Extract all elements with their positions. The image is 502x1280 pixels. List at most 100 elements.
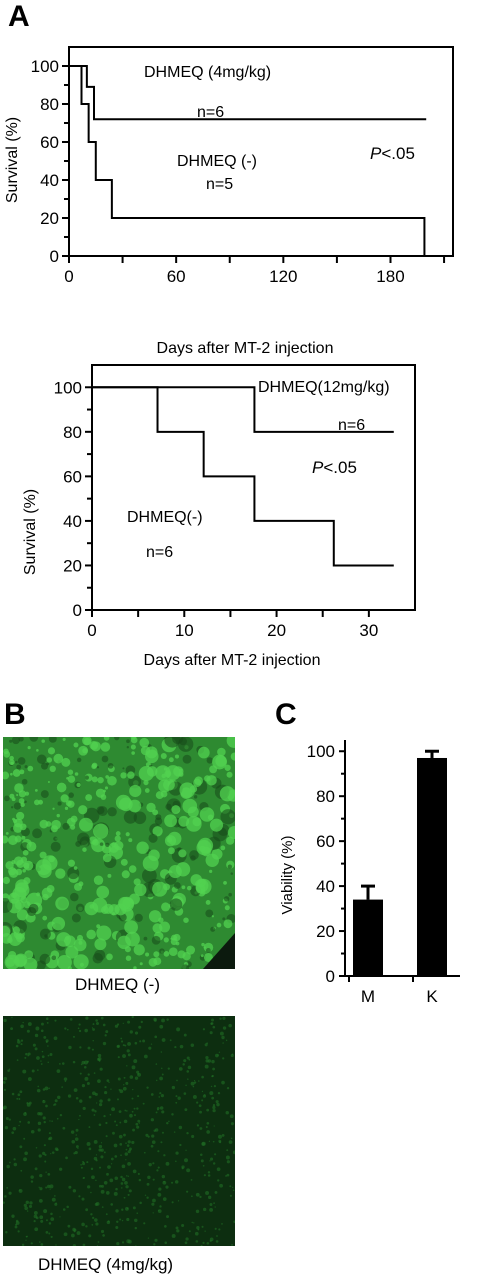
cell-spot [6,1187,9,1189]
cell-spot [81,1084,86,1088]
cell-spot [86,929,97,940]
cell-spot [128,838,133,843]
cell-spot [26,892,43,909]
cell-spot [64,1080,67,1083]
cell-spot [181,1223,185,1228]
cell-spot [40,1063,43,1065]
cell-spot [17,1093,21,1097]
cell-spot [184,1108,188,1112]
cell-spot [133,966,137,969]
cell-spot [53,836,58,841]
y-tick-label: 100 [307,742,335,761]
cell-spot [15,868,23,876]
cell-spot [146,1182,150,1186]
cell-spot [49,765,56,773]
cell-spot [63,1077,68,1081]
cell-spot [57,1095,61,1100]
cell-spot [55,868,66,879]
cell-spot [51,1197,56,1202]
cell-spot [169,1039,172,1042]
cell-spot [29,1201,33,1205]
cell-spot [59,1113,63,1117]
cell-spot [105,842,110,848]
cell-spot [86,1142,91,1146]
cell-spot [42,1116,46,1120]
cell-spot [175,1226,179,1230]
cell-spot [26,841,37,852]
cell-spot [75,1096,79,1100]
cell-spot [24,1056,27,1059]
cell-spot [223,896,230,902]
cell-spot [104,1085,107,1089]
cell-spot [116,1241,120,1246]
cell-spot [228,892,232,897]
cell-spot [229,1114,234,1119]
cell-spot [204,1230,206,1232]
cell-spot [33,1210,38,1215]
cell-spot [155,1063,158,1065]
cell-spot [146,1086,149,1089]
cell-spot [123,1133,126,1137]
cell-spot [78,1023,81,1026]
dark-corner [203,933,235,969]
cell-spot [133,878,141,886]
cell-spot [5,1116,9,1120]
cell-spot [3,1080,6,1084]
cell-spot [151,1202,155,1206]
cell-spot [126,1217,130,1222]
cell-spot [211,1059,215,1064]
y-tick-label: 20 [40,209,59,228]
cell-spot [189,785,198,793]
cell-spot [178,1067,183,1071]
cell-spot [78,745,89,756]
cell-spot [153,1019,157,1022]
cell-spot [76,1231,81,1235]
cell-spot [75,1128,79,1132]
cell-spot [169,898,183,911]
cell-spot [27,765,34,772]
cell-spot [131,1016,134,1019]
cell-spot [91,763,97,770]
cell-spot [70,824,76,830]
cell-spot [78,1118,80,1121]
cell-spot [38,1154,42,1158]
cell-spot [175,1160,177,1163]
cell-spot [226,1160,230,1164]
cell-spot [168,865,182,879]
cell-spot [121,1208,124,1211]
cell-spot [216,922,222,928]
cell-spot [22,849,29,856]
x-axis-label: Days after MT-2 injection [144,652,321,669]
cell-spot [52,807,55,810]
cell-spot [19,769,25,775]
cell-spot [122,1044,125,1047]
y-tick-label: 40 [316,877,335,896]
cell-spot [216,1235,218,1237]
cell-spot [91,776,98,783]
cell-spot [177,1096,181,1100]
cell-spot [9,1068,11,1070]
cell-spot [64,936,70,941]
cell-spot [30,1242,33,1245]
cell-spot [8,1191,12,1195]
cell-spot [155,814,162,821]
cell-spot [50,1153,52,1155]
cell-spot [115,1226,119,1230]
x-tick-label: K [426,987,438,1006]
cell-spot [84,775,89,780]
cell-spot [215,1053,219,1058]
cell-spot [125,1081,129,1085]
cell-spot [207,1171,211,1174]
cell-spot [212,1105,216,1110]
cell-spot [79,1072,82,1075]
cell-spot [174,754,180,759]
cell-spot [230,1122,234,1126]
cell-spot [87,1073,90,1076]
cell-spot [222,1026,227,1030]
cell-spot [99,1067,103,1071]
chart-bars [353,749,447,976]
cell-spot [201,1090,204,1093]
cell-spot [160,1051,163,1053]
cell-spot [20,856,28,863]
cell-spot [191,1134,195,1138]
